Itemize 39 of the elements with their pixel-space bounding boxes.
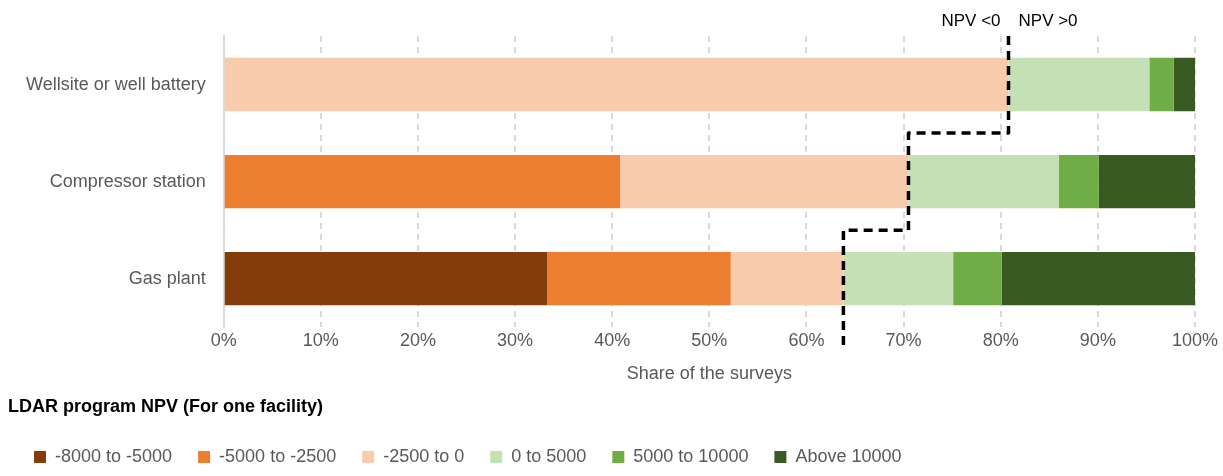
x-tick-label: 40% xyxy=(594,329,631,350)
legend-label: -2500 to 0 xyxy=(383,445,465,466)
y-tick-label: Wellsite or well battery xyxy=(25,73,206,94)
y-tick-label: Compressor station xyxy=(49,170,206,191)
x-tick-label: 100% xyxy=(1171,329,1219,350)
y-tick-label: Gas plant xyxy=(128,267,206,288)
x-tick-label: 50% xyxy=(691,329,728,350)
bar xyxy=(224,154,621,209)
x-tick-label: 0% xyxy=(210,329,237,350)
bar xyxy=(1008,57,1150,112)
bar xyxy=(547,251,731,306)
bar xyxy=(1059,154,1099,209)
bar xyxy=(1149,57,1174,112)
x-tick-label: 90% xyxy=(1079,329,1116,350)
x-tick-label: 20% xyxy=(399,329,436,350)
bar xyxy=(620,154,909,209)
legend-label: -5000 to -2500 xyxy=(219,445,337,466)
bar xyxy=(953,251,1002,306)
bar xyxy=(908,154,1060,209)
x-axis-title: Share of the surveys xyxy=(626,362,792,383)
legend-title: LDAR program NPV (For one facility) xyxy=(8,396,324,417)
legend-label: Above 10000 xyxy=(795,445,902,466)
legend-label: -8000 to -5000 xyxy=(55,445,173,466)
bar xyxy=(843,251,954,306)
x-tick-label: 60% xyxy=(788,329,825,350)
bar xyxy=(1001,251,1195,306)
x-tick-label: 30% xyxy=(497,329,534,350)
bar xyxy=(1098,154,1195,209)
legend-label: 0 to 5000 xyxy=(511,445,587,466)
x-tick-label: 10% xyxy=(302,329,339,350)
text: NPV >0 xyxy=(1018,11,1078,31)
bar xyxy=(1173,57,1195,112)
x-tick-label: 80% xyxy=(982,329,1019,350)
bar xyxy=(224,251,548,306)
x-tick-label: 70% xyxy=(885,329,922,350)
text: NPV <0 xyxy=(941,11,1001,31)
bar xyxy=(224,57,1009,112)
legend-label: 5000 to 10000 xyxy=(633,445,749,466)
bar xyxy=(730,251,844,306)
